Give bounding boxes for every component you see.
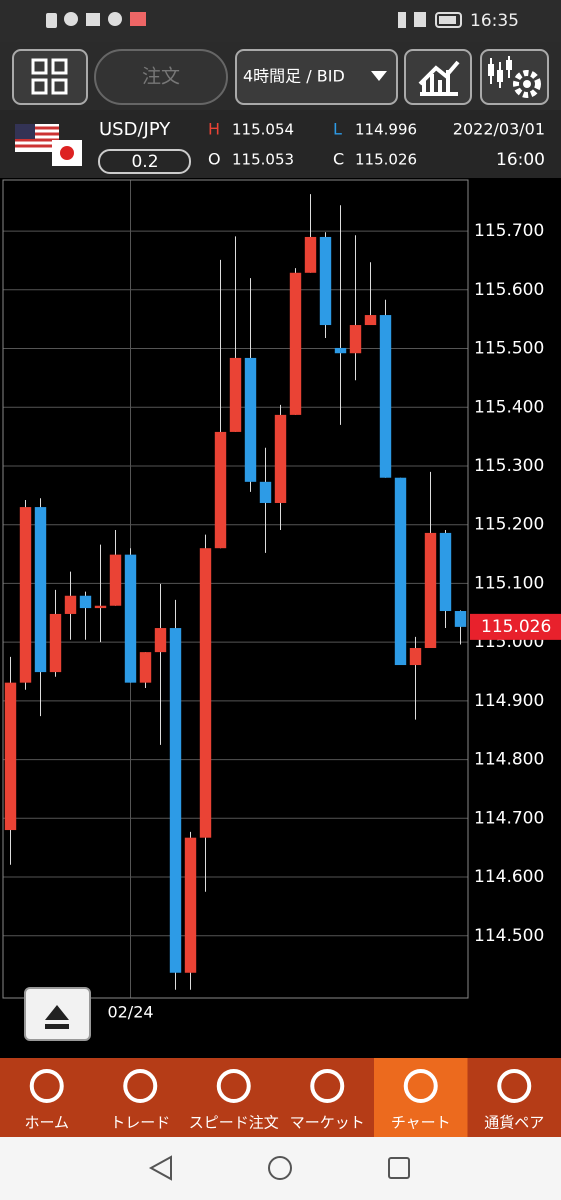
candle-body: [304, 236, 317, 273]
nav-item[interactable]: スピード注文: [189, 1069, 279, 1132]
nav-label: チャート: [391, 1114, 451, 1132]
spread: 0.2: [131, 152, 158, 172]
high-value: 115.054: [232, 121, 294, 139]
collapse-button[interactable]: [24, 987, 91, 1041]
candle-body: [4, 682, 17, 831]
open-value: 115.053: [232, 151, 294, 169]
candle-body: [19, 507, 32, 683]
nav-icon: [497, 1069, 532, 1103]
nav-icon: [216, 1069, 251, 1103]
candle-body: [139, 652, 152, 683]
chart-type-button[interactable]: [404, 49, 472, 105]
pair: USD/JPY: [99, 119, 171, 140]
candle-body: [34, 507, 47, 673]
nav-icon: [29, 1069, 64, 1103]
candle-body: [64, 595, 77, 614]
nav-item[interactable]: ホーム: [24, 1069, 69, 1132]
nav-item[interactable]: チャート: [374, 1058, 468, 1137]
back-button[interactable]: [148, 1155, 172, 1181]
y-tick-label: 114.700: [474, 808, 544, 828]
candle-body: [394, 477, 407, 666]
close-value: 115.026: [355, 151, 417, 169]
candle-body: [184, 837, 197, 973]
x-tick-label: 02/24: [107, 1003, 153, 1022]
status-time: 16:35: [470, 11, 519, 31]
nav-label: ホーム: [24, 1114, 69, 1132]
candle-body: [199, 548, 212, 838]
last-price-label: 115.026: [481, 617, 551, 637]
nav-item[interactable]: 通貨ペア: [484, 1069, 544, 1132]
candle-body: [214, 431, 227, 549]
nav-label: 通貨ペア: [484, 1114, 544, 1132]
candle-body: [379, 315, 392, 478]
system-nav: [0, 1137, 561, 1200]
open-label: O: [208, 150, 221, 169]
nav-icon: [403, 1069, 438, 1103]
nav-item[interactable]: トレード: [110, 1069, 170, 1132]
nav-background: [0, 1058, 561, 1137]
candle-body: [319, 236, 332, 326]
high-label: H: [208, 120, 220, 139]
candle-body: [169, 628, 182, 973]
nav-label: マーケット: [290, 1114, 365, 1132]
timeframe-label: 4時間足 / BID: [243, 67, 345, 86]
candle-body: [79, 595, 92, 609]
last-price-tag: [470, 613, 561, 640]
menu-button[interactable]: [12, 49, 88, 105]
y-tick-label: 115.700: [474, 221, 544, 241]
y-tick-label: 115.100: [474, 573, 544, 593]
candle-body: [124, 554, 137, 683]
candle-body: [289, 272, 302, 415]
candle-body: [364, 315, 377, 326]
recents-button[interactable]: [388, 1157, 410, 1179]
y-tick-label: 115.400: [474, 397, 544, 417]
plot-border: [2, 179, 469, 999]
chart: 114.500 114.600 114.700 114.800 114.900 115.0…: [3, 180, 561, 1022]
settings-button[interactable]: [480, 49, 549, 105]
y-tick-label: 114.600: [474, 867, 544, 887]
order-label: 注文: [142, 66, 180, 88]
quote-time: 16:00: [496, 150, 545, 170]
candle-body: [349, 325, 362, 354]
quote-row: [0, 110, 561, 178]
order-button[interactable]: 注文: [94, 49, 228, 105]
y-tick-label: 115.500: [474, 339, 544, 359]
candle-body: [439, 532, 452, 612]
y-tick-label: 115.600: [474, 280, 544, 300]
candle-body: [409, 648, 422, 666]
candle-body: [244, 357, 257, 482]
flags: [15, 124, 82, 166]
candle-body: [49, 613, 62, 673]
candle-body: [334, 347, 347, 354]
y-tick-label: 114.500: [474, 926, 544, 946]
y-tick-label: 114.900: [474, 691, 544, 711]
nav-icon: [310, 1069, 345, 1103]
nav-item[interactable]: マーケット: [290, 1069, 365, 1132]
spread-box: [98, 149, 191, 174]
candle-body: [454, 611, 467, 627]
y-tick-label: 115.300: [474, 456, 544, 476]
low-label: L: [333, 120, 342, 139]
y-tick-label: 115.200: [474, 515, 544, 535]
candle-body: [229, 357, 242, 432]
status-icons: [46, 12, 462, 28]
nav-label: トレード: [110, 1114, 170, 1132]
nav-label: スピード注文: [189, 1114, 279, 1132]
candle-body: [94, 605, 107, 609]
nav-icon: [123, 1069, 158, 1103]
bottom-nav: ホーム トレード スピード注文 マーケット チャート 通貨ペア: [0, 1058, 561, 1137]
candle-body: [274, 414, 287, 503]
candle-body: [154, 628, 167, 653]
candle-body: [424, 532, 437, 649]
candle-body: [259, 481, 272, 503]
quote-date: 2022/03/01: [453, 120, 545, 139]
timeframe-button[interactable]: 4時間足 / BID: [235, 49, 398, 105]
home-button[interactable]: [268, 1156, 292, 1180]
y-tick-label: 114.800: [474, 750, 544, 770]
close-label: C: [333, 150, 344, 169]
candle-body: [109, 554, 122, 606]
low-value: 114.996: [355, 121, 417, 139]
